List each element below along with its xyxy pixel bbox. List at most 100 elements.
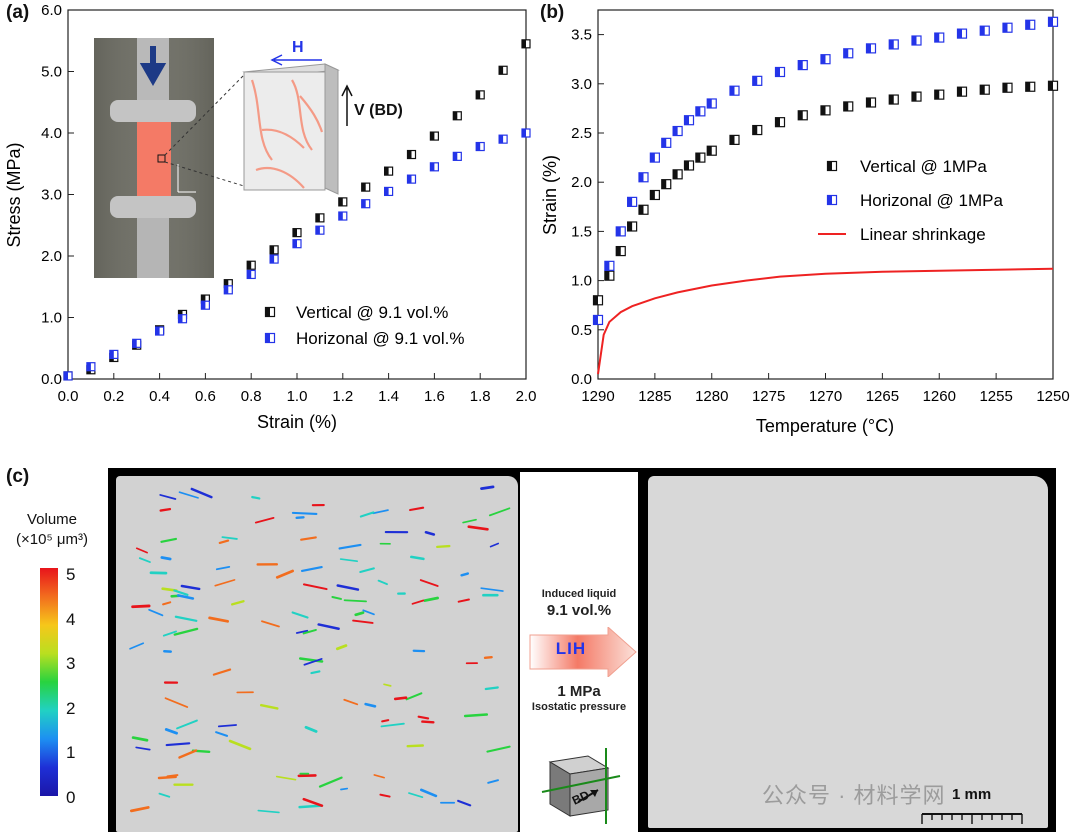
process-box: Induced liquid 9.1 vol.% LIH 1 MPa Isost…	[520, 472, 638, 836]
pore-mark	[485, 657, 492, 658]
x-tick-label: 0.8	[241, 388, 262, 405]
y-tick-label: 2.5	[571, 125, 592, 142]
legend-label: Vertical @ 1MPa	[860, 157, 987, 176]
data-point	[935, 33, 944, 42]
x-tick-label: 1270	[809, 388, 842, 405]
pore-mark	[176, 617, 196, 621]
pore-mark	[167, 743, 190, 745]
x-tick-label: 1280	[695, 388, 728, 405]
legend-a: Vertical @ 9.1 vol.%Horizonal @ 9.1 vol.…	[266, 303, 465, 348]
data-point	[499, 66, 507, 74]
legend-entry: Linear shrinkage	[818, 225, 986, 244]
pore-mark	[311, 671, 319, 673]
data-point	[639, 205, 648, 214]
pore-mark	[360, 568, 374, 572]
pore-mark	[422, 722, 433, 723]
x-tick-label: 1285	[638, 388, 671, 405]
pore-mark	[338, 585, 358, 589]
pore-mark	[178, 595, 193, 598]
y-tick-label: 4.0	[41, 125, 62, 142]
data-point	[673, 170, 682, 179]
data-point	[616, 247, 625, 256]
x-tick-label: 0.6	[195, 388, 216, 405]
x-tick-label: 0.4	[149, 388, 170, 405]
data-point	[110, 350, 118, 358]
pore-mark	[481, 588, 503, 591]
colorbar-tick-label: 1	[66, 743, 75, 763]
pore-mark	[163, 602, 170, 604]
pore-mark	[411, 557, 423, 559]
data-point	[867, 98, 876, 107]
data-point	[224, 286, 232, 294]
data-point	[707, 146, 716, 155]
pore-mark	[230, 741, 250, 749]
pore-mark	[175, 629, 197, 635]
scale-bar-label: 1 mm	[952, 786, 991, 803]
pore-mark	[140, 558, 150, 562]
v-arrow-icon	[342, 86, 352, 126]
pore-mark	[459, 600, 469, 602]
data-point	[316, 226, 324, 234]
data-point	[133, 339, 141, 347]
pore-mark	[179, 492, 198, 498]
upper-plate	[110, 100, 196, 122]
data-point	[912, 36, 921, 45]
y-tick-label: 3.0	[41, 187, 62, 204]
pore-mark	[256, 518, 274, 523]
pore-mark	[220, 541, 228, 543]
data-point	[201, 301, 209, 309]
pore-mark	[301, 537, 316, 539]
y-axis-label-b: Strain (%)	[540, 155, 560, 235]
pore-mark	[410, 508, 423, 510]
liquid-fraction-label: 9.1 vol.%	[520, 602, 638, 619]
h-direction-label: H	[292, 39, 304, 56]
data-point	[696, 153, 705, 162]
pore-mark	[210, 618, 228, 621]
pore-mark	[395, 698, 406, 699]
data-point	[293, 240, 301, 248]
data-point	[522, 129, 530, 137]
pore-mark	[293, 612, 308, 617]
data-point	[499, 135, 507, 143]
data-point	[430, 132, 438, 140]
data-point	[776, 67, 785, 76]
pore-mark	[179, 750, 196, 757]
pore-mark	[182, 586, 199, 589]
pore-mark	[356, 613, 363, 615]
colorbar-title: Volume (×10⁵ μm³)	[0, 510, 104, 550]
data-point	[594, 315, 603, 324]
data-point	[270, 246, 278, 254]
data-point	[639, 173, 648, 182]
pore-mark	[258, 811, 279, 813]
y-tick-label: 2.0	[41, 248, 62, 265]
data-point	[662, 180, 671, 189]
pore-mark	[481, 487, 493, 489]
data-point	[889, 95, 898, 104]
pore-mark	[167, 775, 177, 776]
data-point	[179, 315, 187, 323]
data-point	[821, 55, 830, 64]
data-point	[616, 227, 625, 236]
colorbar-tick-label: 4	[66, 610, 75, 630]
pore-mark	[409, 793, 423, 797]
pore-mark	[341, 789, 347, 790]
pore-mark	[136, 747, 150, 749]
pore-mark	[166, 729, 176, 733]
pore-mark	[216, 732, 227, 736]
colorbar-tick-label: 3	[66, 654, 75, 674]
x-tick-label: 1250	[1036, 388, 1069, 405]
pore-mark	[379, 581, 387, 584]
x-tick-label: 1255	[979, 388, 1012, 405]
data-point	[912, 92, 921, 101]
pore-mark	[341, 559, 357, 561]
y-tick-label: 0.5	[571, 322, 592, 339]
pore-mark	[458, 801, 470, 805]
pore-mark	[408, 746, 423, 747]
pore-mark	[192, 489, 212, 497]
data-point	[730, 86, 739, 95]
pore-mark	[486, 687, 498, 689]
pore-mark	[177, 721, 197, 729]
ct-scan-after	[648, 476, 1048, 828]
